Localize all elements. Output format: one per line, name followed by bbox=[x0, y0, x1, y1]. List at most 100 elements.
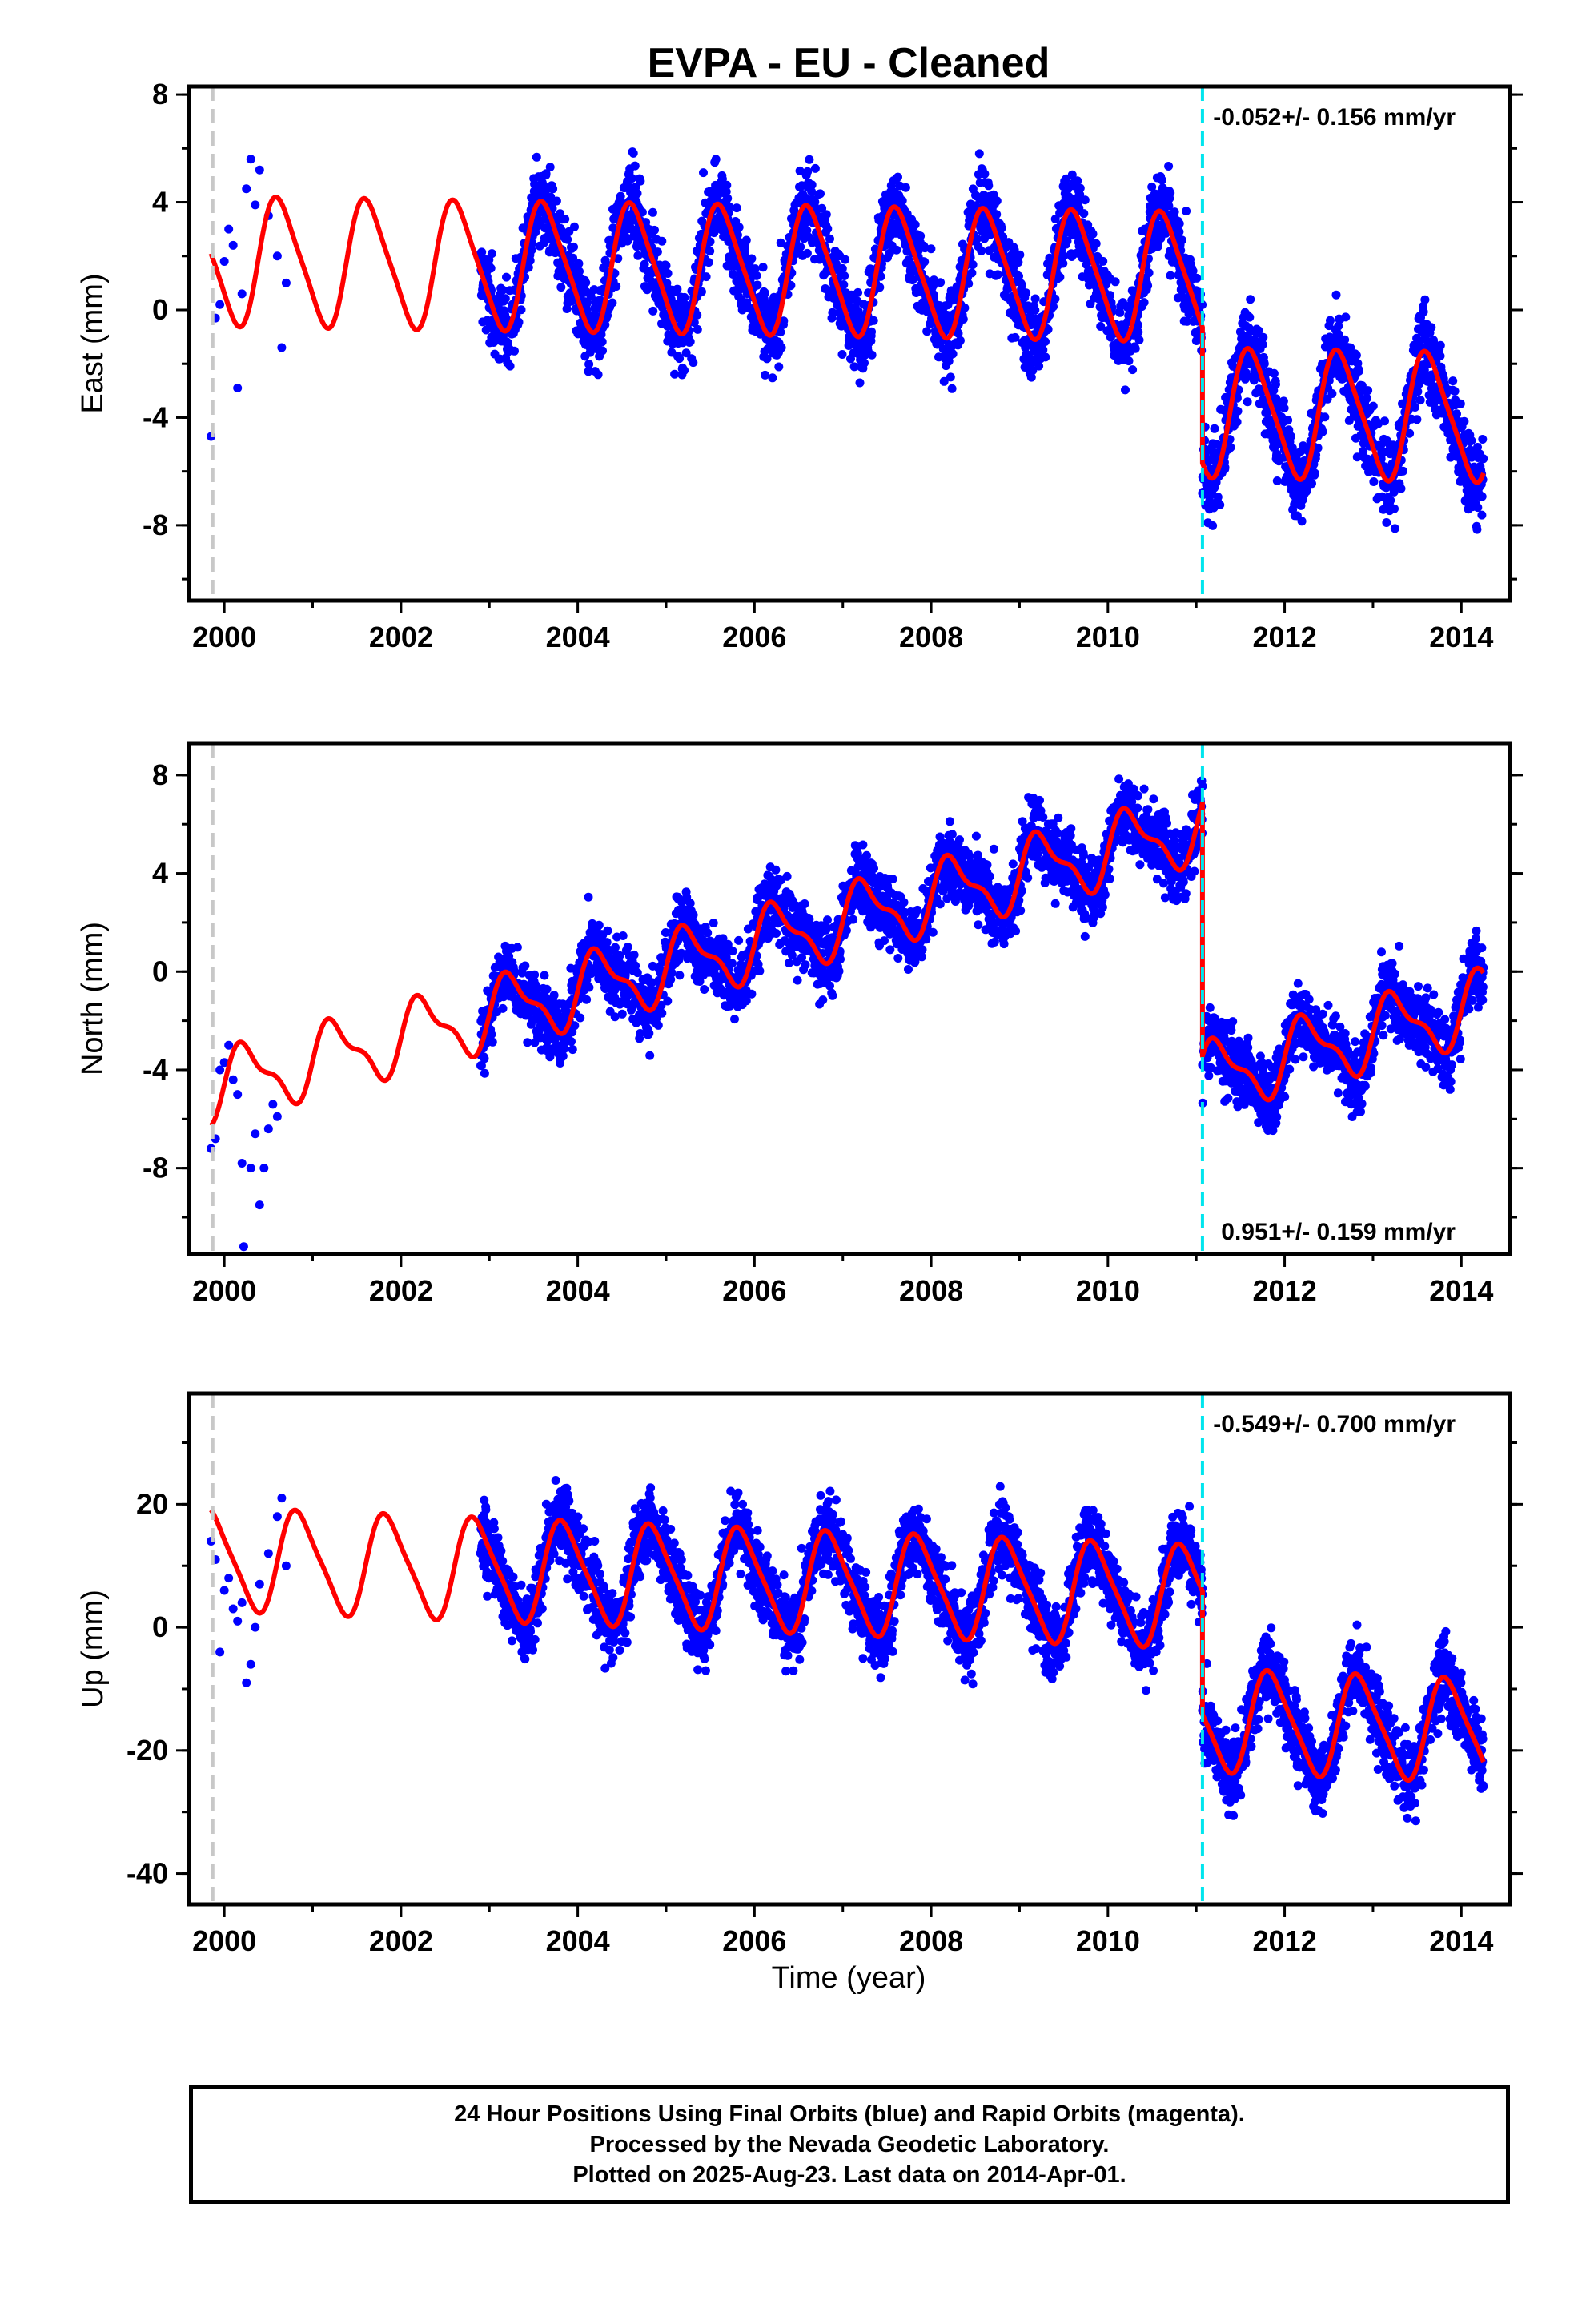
data-point bbox=[1363, 386, 1373, 396]
data-point bbox=[897, 196, 907, 206]
x-tick-label: 2010 bbox=[1076, 621, 1140, 653]
data-point bbox=[510, 346, 519, 356]
data-point bbox=[560, 215, 570, 224]
data-point bbox=[602, 938, 612, 947]
data-point bbox=[1133, 320, 1142, 329]
data-point bbox=[1157, 175, 1166, 185]
data-point bbox=[255, 165, 264, 175]
data-point bbox=[776, 238, 785, 247]
data-point bbox=[568, 253, 578, 263]
data-point bbox=[1269, 368, 1279, 378]
data-point bbox=[1235, 327, 1245, 336]
data-point bbox=[675, 354, 685, 364]
data-point bbox=[616, 191, 625, 201]
data-point bbox=[1427, 323, 1436, 332]
data-point bbox=[741, 996, 751, 1006]
data-point bbox=[574, 259, 584, 268]
data-point bbox=[777, 343, 786, 352]
data-point bbox=[661, 261, 671, 271]
data-point bbox=[487, 1030, 496, 1039]
data-point bbox=[946, 372, 955, 382]
data-point bbox=[955, 336, 965, 345]
data-point bbox=[598, 346, 607, 356]
data-point bbox=[721, 952, 731, 962]
data-point bbox=[627, 174, 636, 183]
data-point bbox=[1055, 272, 1065, 282]
data-point bbox=[1128, 365, 1138, 375]
data-point bbox=[224, 1040, 234, 1050]
data-point bbox=[575, 267, 584, 276]
data-point bbox=[774, 362, 784, 372]
data-point bbox=[1106, 291, 1114, 300]
data-point bbox=[1080, 195, 1090, 205]
data-point bbox=[760, 288, 769, 298]
data-point bbox=[926, 244, 936, 254]
data-point bbox=[1369, 477, 1379, 486]
data-point bbox=[558, 1051, 568, 1061]
data-point bbox=[1014, 258, 1023, 267]
data-point bbox=[648, 207, 657, 217]
data-point bbox=[1258, 340, 1267, 349]
data-point bbox=[1170, 207, 1179, 217]
data-point bbox=[568, 1045, 577, 1055]
data-point bbox=[1479, 454, 1488, 464]
x-tick-label: 2006 bbox=[722, 621, 786, 653]
east-model-curve bbox=[208, 195, 1486, 485]
data-point bbox=[807, 187, 817, 196]
data-point bbox=[967, 268, 977, 278]
data-point bbox=[916, 231, 926, 241]
data-point bbox=[1164, 201, 1174, 211]
data-point bbox=[233, 383, 243, 392]
data-point bbox=[776, 328, 785, 337]
data-point bbox=[677, 948, 686, 958]
data-point bbox=[1164, 162, 1174, 171]
data-point bbox=[1215, 500, 1225, 509]
data-point bbox=[487, 249, 496, 259]
y-tick-label: -8 bbox=[143, 509, 168, 541]
data-point bbox=[488, 1037, 497, 1047]
data-point bbox=[753, 959, 763, 969]
data-point bbox=[867, 327, 876, 336]
data-point bbox=[693, 324, 702, 334]
data-point bbox=[1352, 452, 1362, 462]
data-point bbox=[947, 384, 957, 393]
data-point bbox=[802, 248, 812, 258]
data-point bbox=[1279, 396, 1288, 406]
data-point bbox=[984, 181, 994, 191]
data-point bbox=[718, 934, 728, 943]
data-point bbox=[237, 1159, 247, 1168]
data-point bbox=[755, 967, 765, 975]
data-point bbox=[1110, 277, 1120, 287]
data-point bbox=[709, 228, 719, 238]
data-point bbox=[893, 172, 902, 182]
data-point bbox=[1022, 288, 1031, 298]
data-point bbox=[1182, 316, 1192, 326]
data-point bbox=[675, 971, 685, 980]
data-point bbox=[823, 224, 833, 234]
data-point bbox=[1272, 449, 1282, 459]
data-point bbox=[498, 1003, 508, 1013]
data-point bbox=[594, 920, 604, 930]
data-point bbox=[612, 282, 621, 292]
data-point bbox=[576, 1013, 585, 1023]
data-point bbox=[618, 931, 628, 940]
data-point bbox=[1158, 183, 1167, 193]
north-data-points bbox=[207, 774, 1488, 1252]
data-point bbox=[1018, 280, 1026, 290]
data-point bbox=[501, 313, 511, 323]
data-point bbox=[1075, 183, 1085, 193]
data-point bbox=[1134, 336, 1144, 344]
data-point bbox=[1386, 496, 1395, 505]
data-point bbox=[772, 929, 781, 938]
x-tick-label: 2008 bbox=[899, 621, 963, 653]
data-point bbox=[569, 242, 578, 251]
data-point bbox=[869, 316, 878, 325]
data-point bbox=[1320, 412, 1330, 422]
data-point bbox=[860, 358, 869, 368]
data-point bbox=[892, 245, 901, 255]
data-point bbox=[570, 1021, 580, 1031]
data-point bbox=[681, 348, 691, 358]
data-point bbox=[1115, 308, 1125, 317]
data-point bbox=[581, 278, 591, 287]
data-point bbox=[705, 247, 715, 256]
